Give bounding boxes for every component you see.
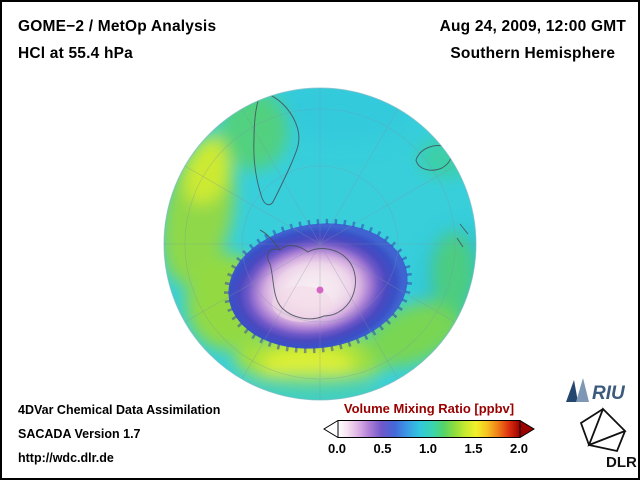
new-zealand-outline	[456, 223, 469, 248]
globe-edge	[163, 87, 477, 401]
colorbar-arrow-left	[323, 420, 339, 438]
colorbar-title: Volume Mixing Ratio [ppbv]	[343, 401, 515, 416]
colorbar-arrow-right	[519, 420, 535, 438]
species-level-label: HCl at 55.4 hPa	[18, 45, 133, 62]
footer-info: 4DVar Chemical Data Assimilation SACADA …	[18, 398, 220, 470]
antarctic-peninsula-outline	[259, 229, 281, 251]
riu-logo-peak1	[566, 380, 578, 402]
colorbar-gradient	[337, 420, 521, 438]
graticule	[164, 88, 476, 400]
coastlines	[253, 93, 469, 320]
colorbar	[323, 420, 535, 438]
tick-label-0: 0.0	[327, 441, 347, 456]
riu-logo-peak2	[576, 378, 589, 402]
colorbar-block: Volume Mixing Ratio [ppbv] 0.0 0.5 1.0 1…	[322, 401, 536, 459]
antarctica-outline	[267, 245, 357, 320]
polar-vortex	[223, 218, 413, 354]
riu-logo: RIU	[564, 377, 632, 410]
tick-label-2: 1.0	[418, 441, 438, 456]
assimilation-label: 4DVar Chemical Data Assimilation	[18, 403, 221, 417]
vortex-cell-dots	[223, 218, 413, 354]
tick-label-3: 1.5	[464, 441, 483, 456]
hemisphere-label: Southern Hemisphere	[450, 45, 616, 62]
dlr-logo-mark	[579, 407, 627, 453]
version-label: SACADA Version 1.7	[18, 427, 141, 441]
header-left: GOME−2 / MetOp Analysis HCl at 55.4 hPa	[18, 13, 216, 67]
url-label: http://wdc.dlr.de	[18, 451, 114, 465]
tick-label-1: 0.5	[373, 441, 392, 456]
riu-logo-text: RIU	[592, 383, 626, 404]
analysis-title: GOME−2 / MetOp Analysis	[18, 18, 217, 35]
dlr-logo-text: DLR	[606, 454, 637, 471]
header-right: Aug 24, 2009, 12:00 GMT Southern Hemisph…	[440, 13, 626, 67]
dlr-logo: DLR	[576, 405, 638, 476]
tick-label-4: 2.0	[509, 441, 529, 456]
datetime-label: Aug 24, 2009, 12:00 GMT	[439, 18, 626, 35]
south-america-outline	[253, 93, 300, 206]
pole-marker	[316, 286, 324, 294]
colorbar-ticks: 0.0 0.5 1.0 1.5 2.0	[322, 441, 536, 459]
